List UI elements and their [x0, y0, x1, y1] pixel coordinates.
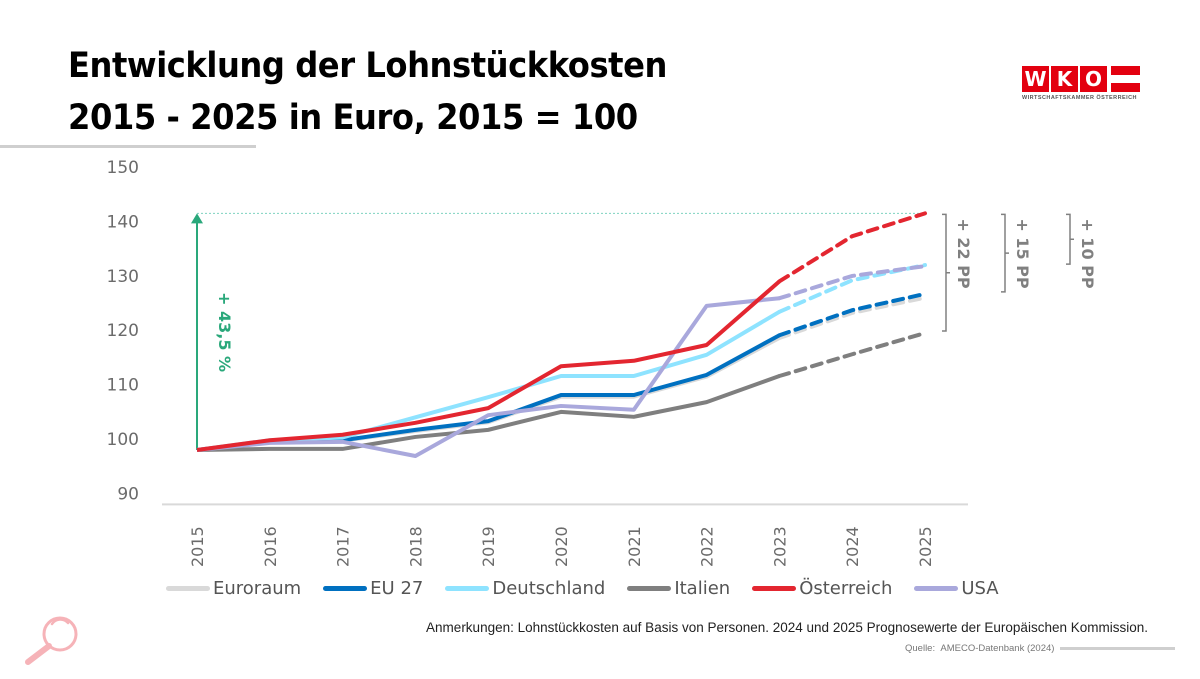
austria-flag-icon: [1111, 66, 1140, 93]
series-group: [196, 211, 927, 458]
x-tick-label: 2016: [261, 526, 280, 567]
y-tick-label: 150: [107, 158, 139, 178]
growth-annotation: + 43,5 %: [191, 212, 925, 450]
y-tick-label: 120: [107, 321, 139, 341]
source-divider: [1060, 647, 1176, 650]
pp-label: + 10 PP: [1078, 218, 1097, 289]
legend-swatch: [445, 586, 490, 591]
x-tick-label: 2019: [479, 526, 498, 567]
x-tick-label: 2020: [552, 526, 571, 567]
legend-swatch: [627, 586, 672, 591]
legend-label: Deutschland: [492, 578, 606, 599]
source: Quelle: AMECO-Datenbank (2024): [905, 643, 1176, 654]
x-tick-label: 2024: [843, 526, 862, 567]
pp-bracket: [942, 213, 950, 332]
series-forecast-line-italien: [777, 331, 927, 379]
logo-subtitle: WIRTSCHAFTSKAMMER ÖSTERREICH: [1022, 95, 1137, 101]
legend: Euroraum EU 27 Deutschland Italien Österreic…: [166, 578, 1021, 599]
legend-label: Euroraum: [213, 578, 302, 599]
source-value: AMECO-Datenbank (2024): [940, 643, 1055, 654]
legend-item: USA: [914, 578, 999, 599]
source-label: Quelle:: [905, 643, 936, 654]
x-tick-label: 2021: [625, 526, 644, 567]
series-line-eu-27: [196, 333, 781, 452]
wko-logo: W K O WIRTSCHAFTSKAMMER ÖSTERREICH: [1022, 66, 1142, 101]
y-tick-label: 90: [117, 484, 139, 504]
x-tick-label: 2023: [770, 526, 789, 567]
y-axis: 90 100 110 120 130 140 150: [107, 158, 139, 504]
series-line-österreich: [196, 279, 781, 452]
legend-label: Österreich: [799, 578, 893, 599]
series-forecast-line-deutschland: [777, 263, 927, 314]
arrow-up-icon: [191, 213, 203, 224]
title-line-1: Entwicklung der Lohnstückkosten: [68, 46, 667, 86]
x-axis: 2015 2016 2017 2018 2019 2020 2021 2022 2023 2024…: [188, 526, 935, 567]
y-tick-label: 140: [107, 212, 139, 232]
x-tick-label: 2018: [406, 526, 425, 567]
magnifier-icon: [18, 612, 88, 677]
series-forecast-line-euroraum: [777, 295, 927, 340]
legend-label: Italien: [674, 578, 731, 599]
series-forecast-line-österreich: [777, 211, 927, 284]
legend-item: Euroraum: [166, 578, 301, 599]
legend-item: EU 27: [323, 578, 423, 599]
logo-letter-o: O: [1080, 66, 1107, 92]
x-tick-label: 2017: [334, 526, 353, 567]
pp-bracket: [1001, 213, 1009, 293]
legend-swatch: [323, 586, 368, 591]
title-line-2: 2015 - 2025 in Euro, 2015 = 100: [68, 98, 638, 138]
logo-letter-k: K: [1051, 66, 1078, 92]
legend-item: Deutschland: [445, 578, 605, 599]
footnote: Anmerkungen: Lohnstückkosten auf Basis v…: [426, 620, 1148, 635]
pp-label: + 22 PP: [954, 218, 973, 289]
y-tick-label: 110: [107, 376, 139, 396]
pp-label: + 15 PP: [1013, 218, 1032, 289]
growth-label: + 43,5 %: [215, 292, 234, 372]
legend-swatch: [914, 586, 959, 591]
page-title: Entwicklung der Lohnstückkosten 2015 - 2…: [68, 40, 667, 144]
legend-swatch: [166, 586, 210, 591]
series-line-usa: [196, 296, 780, 458]
legend-item: Österreich: [752, 578, 892, 599]
legend-label: USA: [961, 578, 999, 599]
series-forecast-line-eu-27: [777, 291, 927, 338]
series-forecast-line-usa: [777, 264, 927, 301]
legend-item: Italien: [627, 578, 730, 599]
x-tick-label: 2025: [916, 526, 935, 567]
legend-label: EU 27: [370, 578, 424, 599]
title-divider: [0, 145, 256, 148]
series-line-euroraum: [196, 336, 781, 452]
x-tick-label: 2015: [188, 526, 207, 567]
logo-letter-w: W: [1022, 66, 1049, 92]
x-tick-label: 2022: [698, 526, 717, 567]
pp-brackets: + 10 PP + 15 PP + 22 PP: [942, 213, 1097, 332]
series-line-italien: [196, 374, 781, 452]
y-tick-label: 130: [107, 267, 139, 287]
legend-swatch: [752, 586, 797, 591]
y-tick-label: 100: [107, 430, 139, 450]
pp-bracket: [1066, 213, 1074, 265]
